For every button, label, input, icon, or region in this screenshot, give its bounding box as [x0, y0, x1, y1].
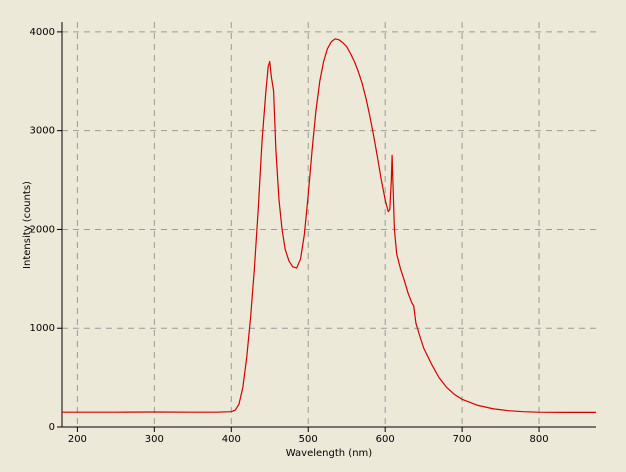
x-tick-label: 800	[530, 434, 549, 445]
y-tick-label: 2000	[30, 224, 55, 235]
y-axis-label: Intensity (counts)	[22, 181, 33, 269]
x-axis-label: Wavelength (nm)	[286, 448, 372, 459]
x-tick-label: 500	[299, 434, 318, 445]
spectrum-line	[62, 38, 596, 413]
x-tick-label: 700	[453, 434, 472, 445]
x-tick-label: 600	[376, 434, 395, 445]
x-tick-label: 400	[222, 434, 241, 445]
y-tick-label: 1000	[30, 323, 55, 334]
x-tick-label: 200	[68, 434, 87, 445]
y-tick-label: 0	[49, 422, 55, 433]
y-tick-label: 4000	[30, 27, 55, 38]
x-tick-label: 300	[145, 434, 164, 445]
y-tick-label: 3000	[30, 126, 55, 137]
